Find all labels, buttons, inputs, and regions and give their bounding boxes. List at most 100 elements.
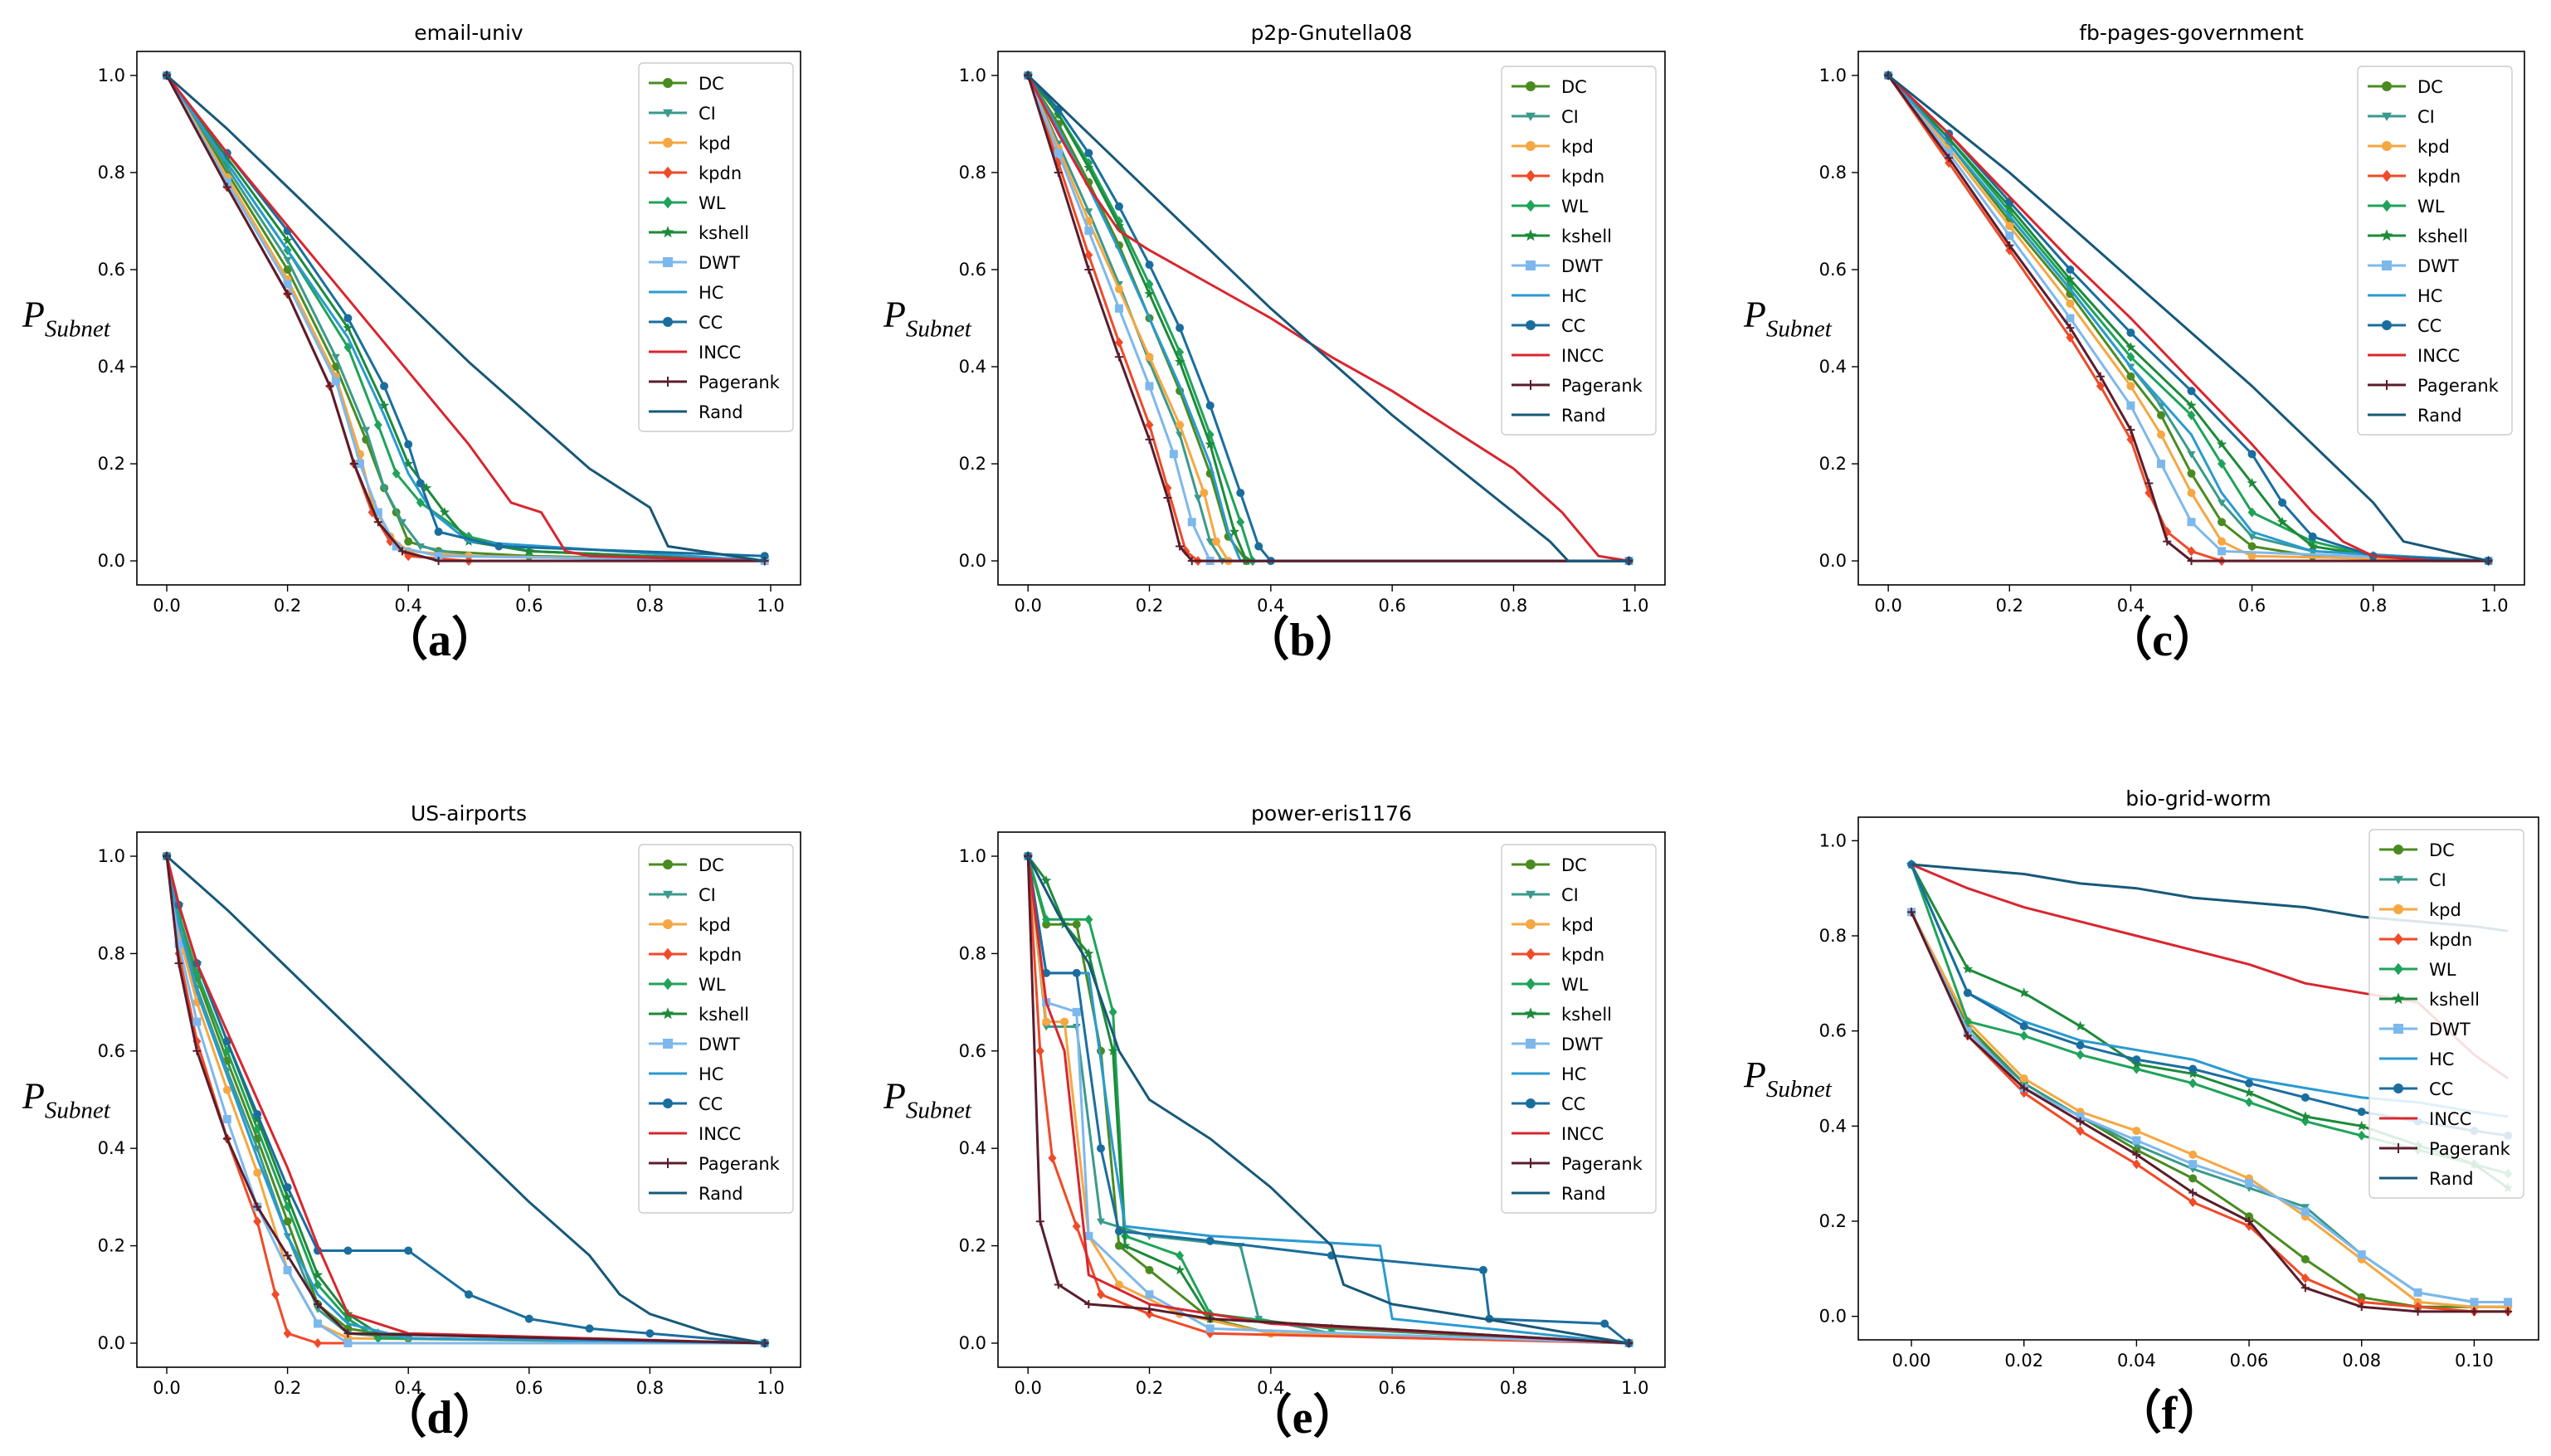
data-point-dwt [2245,1179,2254,1188]
y-tick-label: 1.0 [959,846,986,866]
legend-frame [638,62,794,432]
data-point-kshell [2131,1059,2142,1069]
y-tick-label: 0.2 [1819,454,1847,474]
x-tick-label: 0.2 [1136,596,1163,616]
legend-marker-cc [1526,320,1536,330]
legend-label-kpd: kpd [699,915,731,935]
data-point-dwt [392,542,401,551]
legend-label-kpdn: kpdn [2429,930,2472,950]
series-line-rand [1887,74,2489,562]
legend-marker-ci [663,109,673,118]
data-point-dwt [2357,1250,2366,1259]
data-point-kpdn [314,1337,322,1348]
legend-marker-dwt [2382,261,2392,270]
data-point-cc [1176,324,1185,333]
legend-marker-kpd [663,919,673,929]
legend-marker-dc [1526,859,1536,869]
y-tick-label: 0.8 [1819,926,1847,946]
x-tick-label: 1.0 [757,1378,784,1398]
legend-marker-dc [2393,845,2403,855]
data-point-dwt [283,1265,292,1274]
data-point-kpdn [253,1216,262,1227]
data-point-pagerank [2019,1083,2028,1093]
series-line-incc [165,855,765,1345]
data-point-ci [397,519,407,527]
data-point-kpdn [2096,381,2105,392]
data-point-pagerank [2163,537,2172,546]
legend-label-rand: Rand [1561,406,1606,426]
legend-label-hc: HC [699,283,723,303]
data-point-dwt [1114,304,1123,313]
x-tick-label: 0.02 [2004,1351,2043,1371]
data-point-cc [404,1246,413,1255]
legend-label-kshell: kshell [699,223,749,243]
data-point-cc [1114,1226,1123,1235]
legend-marker-pagerank [663,1158,673,1168]
data-point-kpdn [1114,337,1123,348]
data-point-dwt [373,508,382,517]
data-point-kpdn [2357,1297,2366,1307]
y-tick-label: 0.4 [1819,357,1847,377]
legend-marker-ci [1526,890,1536,899]
data-point-cc [1236,489,1245,498]
data-point-kshell [1083,947,1094,958]
legend-marker-cc [663,317,673,327]
legend-marker-wl [663,977,673,991]
data-point-pagerank [2126,426,2135,435]
legend-marker-kpd [2393,904,2403,914]
legend-label-cc: CC [699,313,723,333]
legend-marker-kpd [1526,141,1536,151]
series-line-rand [1026,855,1629,1345]
legend-label-pagerank: Pagerank [1561,376,1643,396]
x-tick-label: 0.4 [394,1378,421,1398]
y-axis-label: PSubnet [22,295,111,343]
data-point-pagerank [2413,1307,2422,1316]
data-point-kshell [1174,356,1185,367]
data-point-cc [2126,329,2135,338]
x-tick-label: 0.6 [1378,1378,1405,1398]
data-point-dwt [2005,231,2014,241]
data-point-kpdn [1035,1045,1044,1056]
data-point-pagerank [373,518,382,527]
plot-area [161,70,770,567]
x-tick-label: 0.6 [1378,596,1405,616]
data-point-ci [1096,1218,1105,1226]
x-tick-label: 0.2 [274,596,301,616]
series-line-pagerank [1910,911,2509,1313]
data-point-cc [2357,1108,2366,1117]
y-tick-label: 0.6 [1819,1021,1847,1041]
data-point-pagerank [2470,1307,2479,1316]
legend-label-dwt: DWT [1561,256,1603,276]
y-tick-label: 0.4 [959,357,986,377]
data-point-dc [283,1217,292,1226]
data-point-kshell [312,1269,324,1280]
data-point-dwt [1145,1290,1154,1299]
data-point-dwt [314,1319,322,1328]
y-axis-label-subscript: Subnet [1766,316,1833,343]
data-point-wl [2188,1078,2198,1088]
data-point-pagerank [397,547,407,556]
legend-marker-ci [663,890,673,899]
data-point-kpd [2066,299,2075,308]
data-point-kpdn [2187,546,2196,557]
data-point-pagerank [2076,1117,2085,1126]
data-point-pagerank [2300,1283,2310,1293]
data-point-cc [2019,1021,2028,1030]
data-point-kpd [1176,421,1185,430]
y-tick-label: 1.0 [959,66,986,85]
x-tick-label: 0.4 [394,596,421,616]
legend-label-wl: WL [2417,197,2445,217]
legend-label-kpdn: kpdn [699,945,742,965]
data-point-kshell [2075,1020,2086,1031]
legend-frame [2357,66,2513,436]
y-axis-label-main: P [1743,295,1766,335]
data-point-kpdn [2076,1126,2085,1137]
y-tick-label: 0.6 [98,260,125,280]
y-axis-label-subscript: Subnet [45,316,111,343]
data-point-dwt [1072,1007,1081,1016]
y-tick-label: 0.8 [1819,163,1847,183]
x-tick-label: 0.08 [2342,1351,2381,1371]
data-point-pagerank [253,1202,262,1211]
legend-marker-kpdn [663,947,673,961]
data-point-cc [416,479,425,488]
